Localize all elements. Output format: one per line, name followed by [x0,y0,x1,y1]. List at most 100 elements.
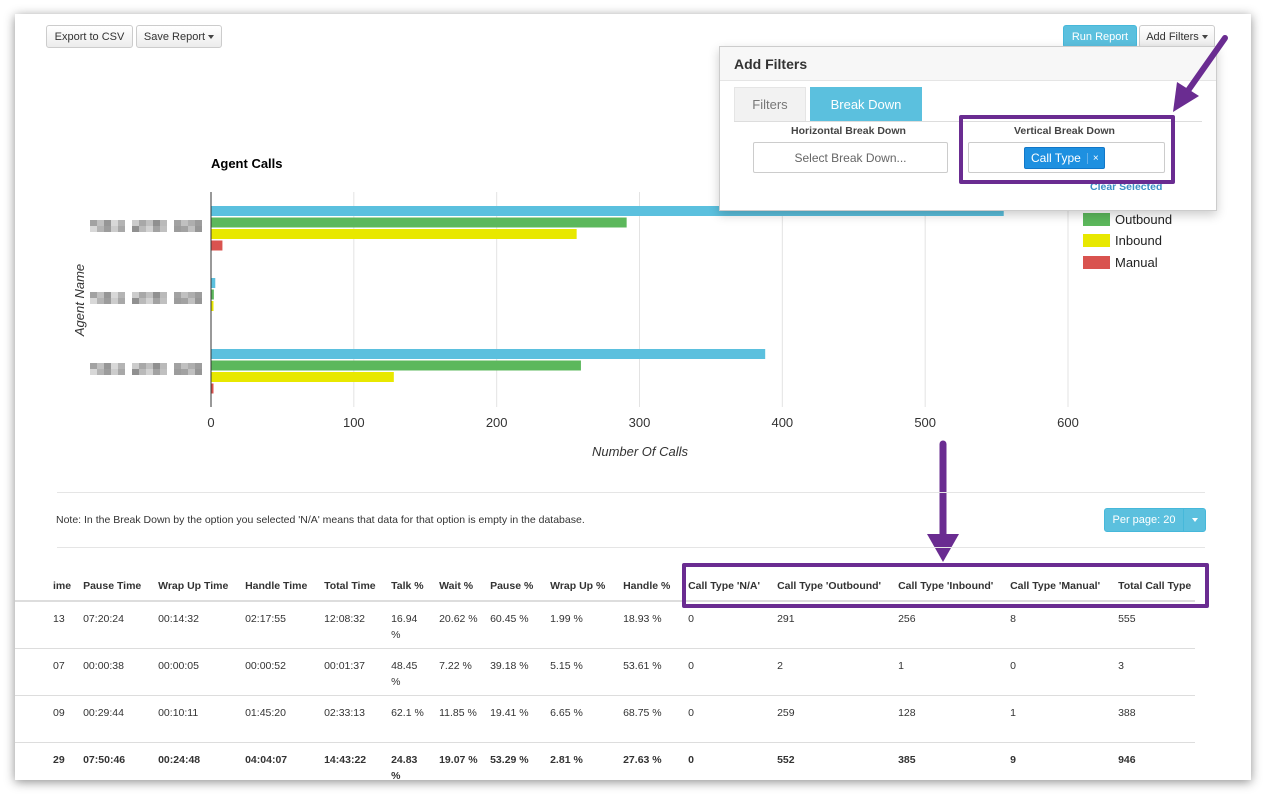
per-page-dropdown[interactable]: Per page: 20 [1104,508,1206,532]
tab-break-down[interactable]: Break Down [810,87,922,121]
table-cell: 0 [680,601,770,649]
legend-item: Inbound [1083,233,1162,248]
table-cell: 18.93 % [615,601,681,649]
table-cell: 0 [680,648,770,696]
horizontal-break-down-select[interactable]: Select Break Down... [753,142,948,173]
table-cell: 256 [890,601,1003,649]
column-header[interactable]: Wrap Up % [542,571,616,602]
tab-filters[interactable]: Filters [734,87,806,121]
column-header[interactable]: Pause Time [75,571,151,602]
table-cell: 09 [15,695,76,743]
redacted-agent-label [90,363,202,375]
table-cell: 48.45 % [383,648,432,696]
legend-swatch [1083,256,1110,269]
chevron-down-icon [208,34,215,39]
column-header[interactable]: Total Call Type [1110,571,1196,602]
table-cell: 04:04:07 [245,753,288,766]
table-header-row: ime Pause Time Wrap Up Time Handle Time Tota… [15,571,1196,602]
close-icon[interactable]: × [1086,152,1104,164]
table-cell: 0 [1002,648,1111,696]
legend-swatch [1083,234,1110,247]
table-cell: 3 [1110,648,1196,696]
bar-manual [211,240,223,251]
save-report-button[interactable]: Save Report [136,25,222,48]
table-cell: 7.22 % [431,648,483,696]
table-cell: 00:29:44 [75,695,151,743]
column-header[interactable]: Call Type 'N/A' [680,571,770,602]
bar-inbound [211,229,577,239]
export-csv-label: Export to CSV [54,30,125,43]
table-cell: 128 [890,695,1003,743]
table-cell: 62.1 % [383,695,432,743]
x-tick-label: 400 [771,415,793,430]
call-type-tag: Call Type × [1024,147,1105,169]
x-tick-label: 600 [1057,415,1079,430]
annotation-highlight-columns [682,563,1209,608]
table-cell: 19.41 % [482,695,543,743]
column-header[interactable]: Total Time [316,571,384,602]
bar-total-call-type [211,278,216,288]
bar-total-call-type [211,206,1004,216]
chevron-down-icon[interactable] [1183,509,1205,531]
table-cell: 02:17:55 [237,601,317,649]
column-header[interactable]: Talk % [383,571,432,602]
chart-bars [211,206,1004,394]
column-header[interactable]: Call Type 'Inbound' [890,571,1003,602]
column-header[interactable]: Wrap Up Time [150,571,238,602]
column-header[interactable]: Handle Time [237,571,317,602]
table-cell: 552 [777,753,795,766]
table-cell: 53.61 % [615,648,681,696]
table-cell: 00:00:05 [150,648,238,696]
table-cell: 68.75 % [615,695,681,743]
divider [57,492,1205,493]
clear-selected-link[interactable]: Clear Selected [1090,181,1163,193]
column-header[interactable]: Call Type 'Manual' [1002,571,1111,602]
export-csv-button[interactable]: Export to CSV [46,25,133,48]
call-type-tag-label: Call Type [1031,151,1081,165]
column-header[interactable]: Wait % [431,571,483,602]
table-cell: 14:43:22 [324,753,367,766]
table-cell: 39.18 % [482,648,543,696]
table-row: 09 00:29:44 00:10:11 01:45:20 02:33:13 62.1 %… [15,695,1196,743]
table-cell: 60.45 % [482,601,543,649]
x-tick-labels: 0 100 200 300 400 500 600 [207,415,1078,430]
column-header[interactable]: Call Type 'Outbound' [769,571,891,602]
horizontal-break-down-label: Horizontal Break Down [791,125,906,137]
table-cell: 9 [1010,753,1016,766]
table-cell: 00:01:37 [316,648,384,696]
x-tick-label: 100 [343,415,365,430]
table-cell: 946 [1118,753,1136,766]
redacted-agent-names [90,220,202,375]
bar-inbound [211,301,214,311]
bar-outbound [211,217,627,228]
x-tick-label: 300 [629,415,651,430]
redacted-agent-label [90,292,202,304]
legend-label: Manual [1115,255,1158,270]
table-cell: 07 [15,648,76,696]
column-header[interactable]: ime [15,571,76,602]
vertical-break-down-select[interactable]: Call Type × [968,142,1165,173]
table-cell: 27.63 % [623,753,662,766]
table-cell: 555 [1110,601,1196,649]
table-cell: 0 [688,753,694,766]
table-cell: 5.15 % [542,648,616,696]
agent-calls-chart: 0 100 200 300 400 500 600 Number Of Calls Agen… [72,192,1079,459]
table-cell: 2.81 % [550,753,583,766]
per-page-label: Per page: 20 [1112,514,1176,526]
table-cell: 07:20:24 [75,601,151,649]
x-axis-label: Number Of Calls [592,444,689,459]
run-report-button[interactable]: Run Report [1063,25,1137,48]
column-header[interactable]: Handle % [615,571,681,602]
x-tick-label: 500 [914,415,936,430]
table-cell: 11.85 % [431,695,483,743]
breakdown-note: Note: In the Break Down by the option yo… [56,514,585,526]
table-cell: 00:24:48 [158,753,201,766]
table-cell: 6.65 % [542,695,616,743]
tab-divider [734,121,1202,122]
bar-total-call-type [211,349,766,359]
column-header[interactable]: Pause % [482,571,543,602]
report-table: ime Pause Time Wrap Up Time Handle Time Tota… [15,571,1196,780]
bar-manual [211,383,214,394]
table-cell: 291 [769,601,891,649]
table-row: 13 07:20:24 00:14:32 02:17:55 12:08:32 16.94 … [15,601,1196,649]
